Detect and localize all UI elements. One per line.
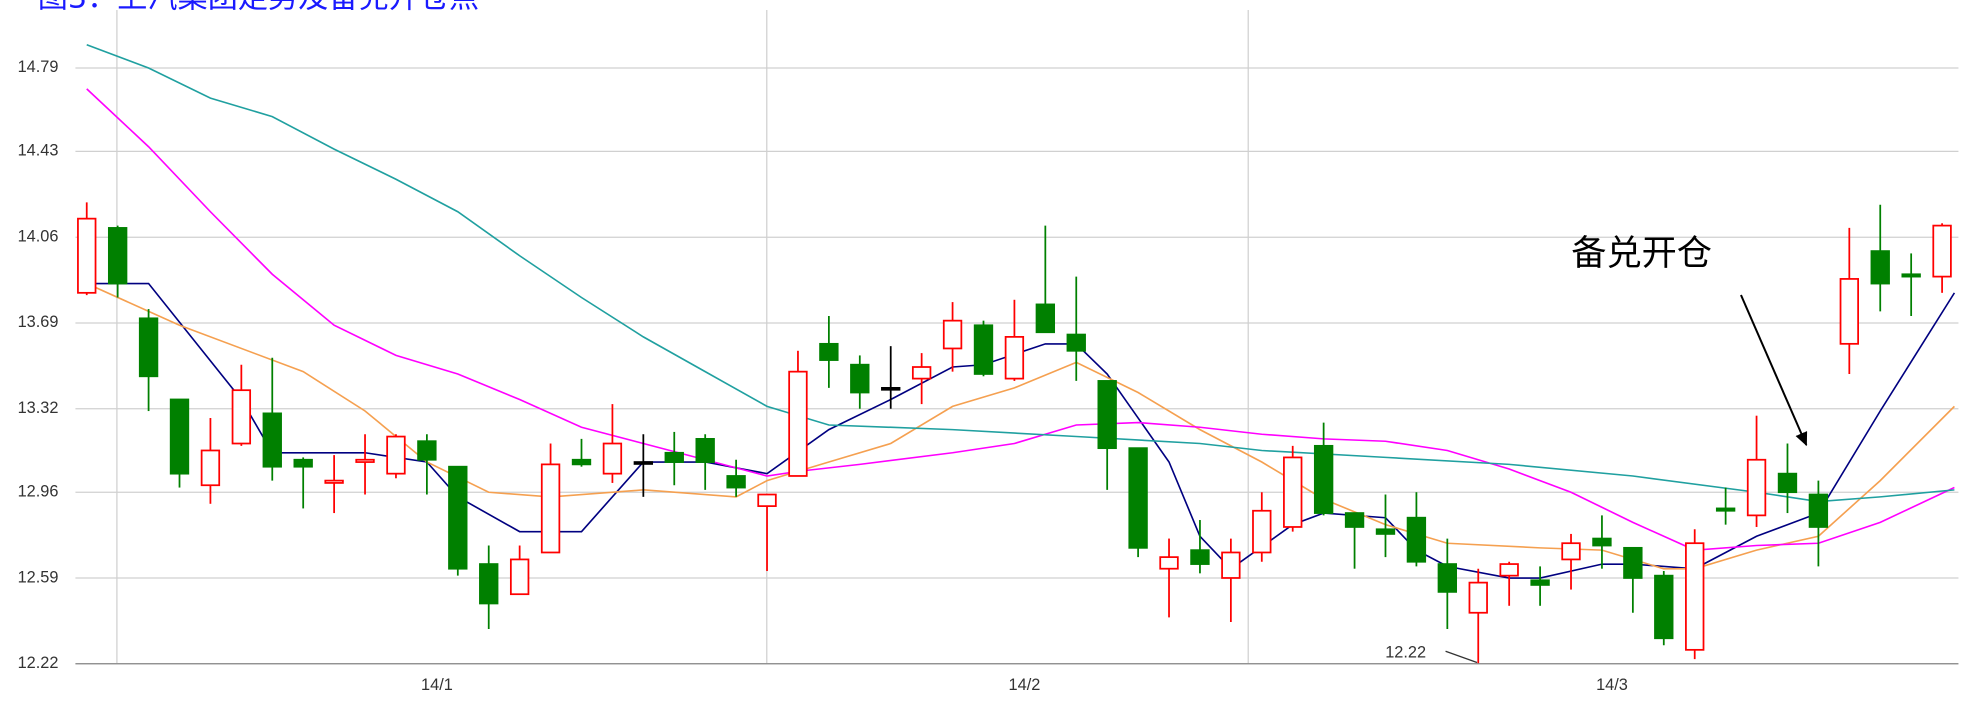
low-label: 12.22 <box>1385 644 1426 662</box>
candle-body <box>602 442 623 475</box>
candle-body <box>695 438 715 463</box>
y-tick-label: 13.69 <box>18 313 59 331</box>
candle-body <box>571 458 592 466</box>
y-tick-label: 13.32 <box>18 399 59 417</box>
candle-body <box>138 317 159 378</box>
y-tick-label: 12.96 <box>18 483 59 501</box>
candle-body <box>942 319 963 350</box>
candle-body <box>448 465 468 570</box>
candle-body <box>1808 493 1829 528</box>
moving-averages <box>86 43 1956 579</box>
candle-body <box>726 475 746 489</box>
candle-body <box>1406 516 1427 563</box>
grid: 12.22 12.59 12.96 13.32 13.69 14.06 14.43 14.79… <box>18 58 1959 694</box>
candle-body <box>1870 250 1890 285</box>
candle-body <box>1777 472 1798 494</box>
candle-body <box>1530 579 1550 586</box>
candle-body <box>788 370 808 477</box>
candle-body <box>324 479 344 484</box>
candle-body <box>1654 574 1674 640</box>
candles <box>77 202 1952 664</box>
candle-body <box>1499 563 1519 577</box>
candle-body <box>1685 542 1705 651</box>
candle-body <box>293 458 313 468</box>
candle-body <box>819 342 839 361</box>
y-tick-label: 14.06 <box>18 228 59 246</box>
candle-body <box>540 463 561 554</box>
candle-body <box>262 412 282 468</box>
candle-body <box>386 435 406 475</box>
candle-body <box>1035 303 1056 334</box>
candle-body <box>1004 336 1025 380</box>
candle-body <box>850 363 870 394</box>
y-tick-label: 12.59 <box>18 568 59 586</box>
candle-body <box>1190 549 1210 565</box>
annotation: 备兑开仓 <box>1571 233 1712 274</box>
moving-average-line <box>86 282 1956 579</box>
candle-body <box>1252 509 1272 554</box>
x-tick-label: 14/1 <box>421 676 453 694</box>
y-tick-label: 14.79 <box>18 58 59 76</box>
candle-body <box>107 227 128 285</box>
candle-body <box>417 440 437 461</box>
candle-body <box>911 366 932 380</box>
candle-body <box>1468 581 1488 614</box>
candle-body <box>1375 528 1396 535</box>
candle-body <box>1283 456 1303 528</box>
candle-body <box>973 324 994 375</box>
candle-body <box>1592 537 1612 547</box>
candle-body <box>509 558 530 596</box>
candle-body <box>1313 444 1334 514</box>
candle-body <box>200 449 221 487</box>
y-tick-label: 12.22 <box>18 654 59 672</box>
candle-body <box>1715 507 1736 512</box>
candle-body <box>1901 273 1921 278</box>
moving-average-line <box>86 88 1955 551</box>
candle-body <box>664 451 684 463</box>
y-tick-label: 14.43 <box>18 142 59 160</box>
annotation-arrow <box>1740 294 1808 447</box>
chart-title: 图3：上汽集团走势及备兑开仓点 <box>38 0 479 15</box>
candle-body <box>1128 447 1148 549</box>
candle-body <box>1221 551 1241 579</box>
candle-body <box>1344 512 1365 528</box>
candle-body <box>881 387 901 391</box>
candle-body <box>1746 458 1767 517</box>
candle-body <box>1561 542 1581 561</box>
x-tick-label: 14/2 <box>1009 676 1041 694</box>
candle-body <box>633 461 654 465</box>
candle-body <box>1097 380 1117 450</box>
candle-body <box>231 389 252 445</box>
candle-body <box>355 458 375 463</box>
candle-body <box>1159 556 1179 570</box>
candle-body <box>1437 563 1458 593</box>
moving-average-line <box>86 282 1955 570</box>
candle-body <box>169 398 190 475</box>
x-tick-label: 14/3 <box>1596 676 1628 694</box>
candle-body <box>479 563 499 605</box>
candle-body <box>1932 224 1952 278</box>
candle-body <box>1623 546 1643 579</box>
candle-body <box>1066 333 1086 352</box>
candle-body <box>757 493 777 507</box>
low-label-leader <box>1445 650 1478 664</box>
candle-body <box>77 217 97 294</box>
candle-body <box>1839 278 1859 345</box>
